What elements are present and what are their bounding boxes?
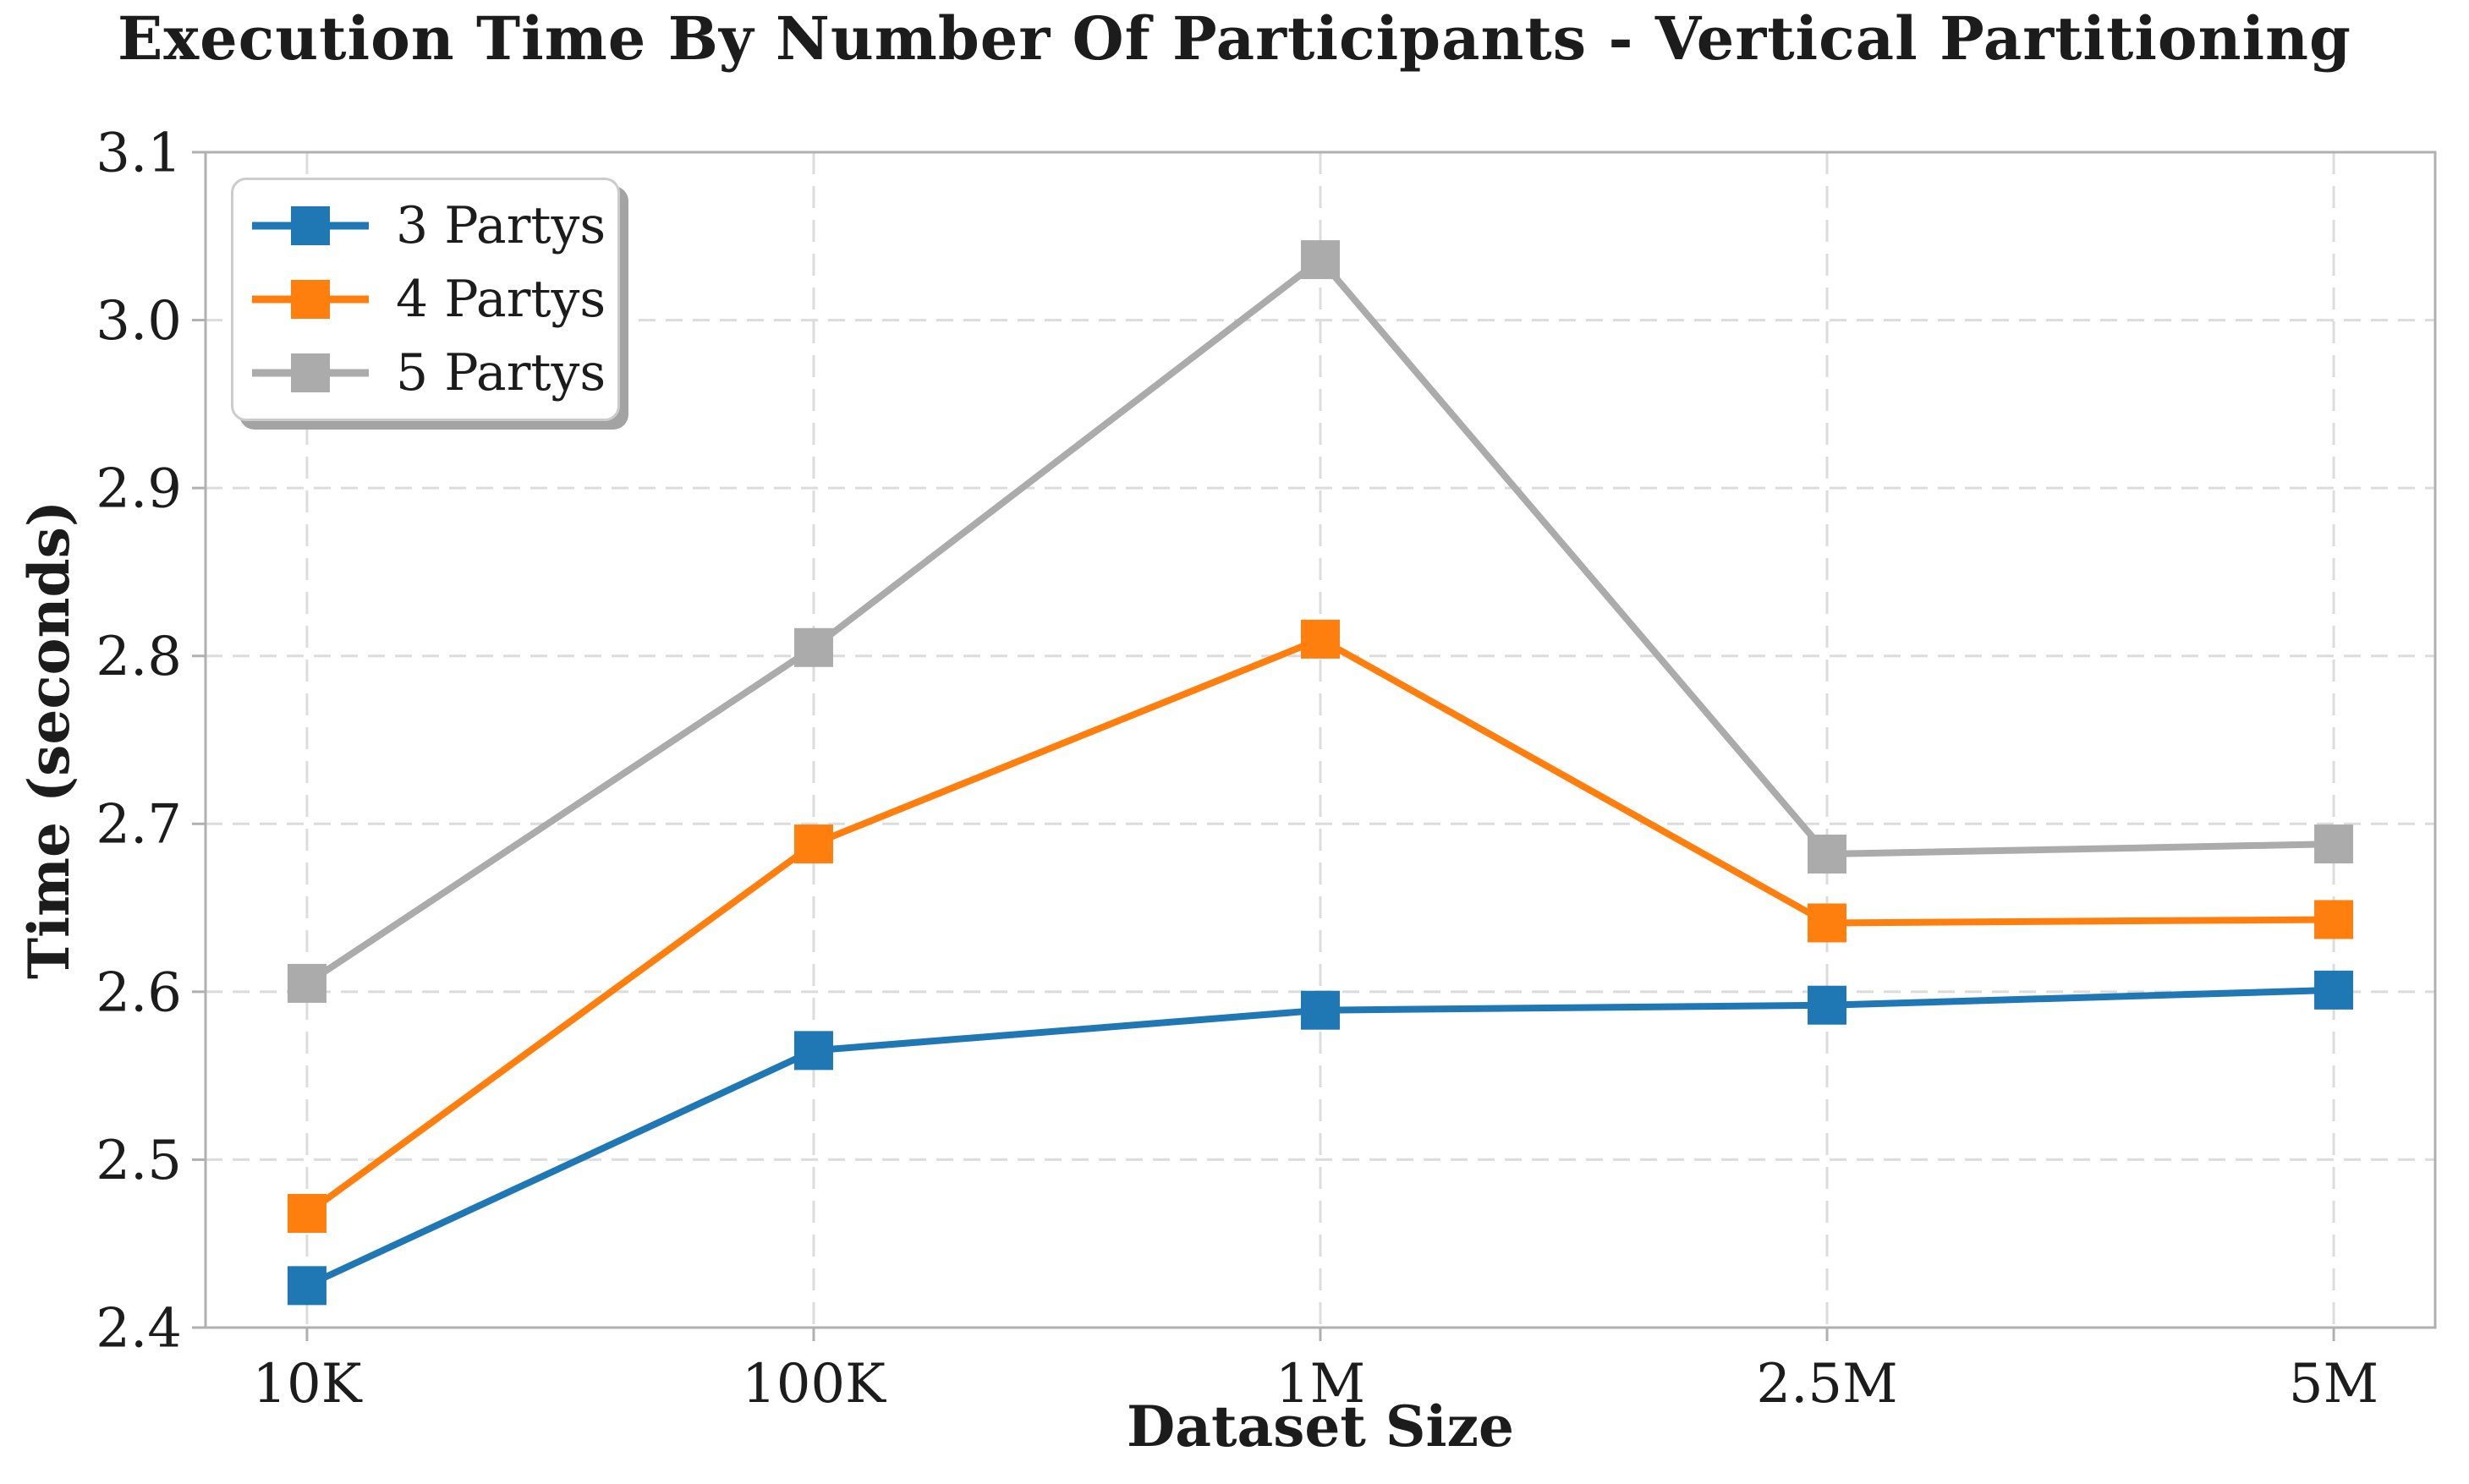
legend-label: 5 Partys — [396, 343, 606, 403]
legend-item-3-partys: 3 Partys — [233, 196, 617, 255]
chart-title: Execution Time By Number Of Participants… — [118, 3, 2351, 74]
legend-marker-icon — [252, 279, 369, 319]
data-marker — [287, 1266, 326, 1306]
x-tick-label: 1M — [1276, 1353, 1365, 1416]
legend: 3 Partys 4 Partys 5 Partys — [231, 178, 620, 421]
legend-label: 4 Partys — [396, 269, 606, 329]
legend-marker-icon — [252, 205, 369, 245]
legend-square — [291, 279, 330, 319]
x-tick-label: 2.5M — [1756, 1353, 1897, 1416]
data-marker — [1808, 835, 1847, 874]
x-tick-label: 5M — [2289, 1353, 2378, 1416]
x-tick-label: 10K — [252, 1353, 362, 1416]
y-tick-label: 3.0 — [96, 290, 182, 353]
y-tick-label: 2.6 — [96, 961, 182, 1024]
data-marker — [793, 824, 833, 864]
plot-border — [204, 151, 2437, 1329]
series-line-4-partys — [303, 635, 2338, 1217]
y-tick-label: 2.4 — [96, 1297, 182, 1360]
data-marker — [287, 963, 326, 1003]
legend-label: 3 Partys — [396, 195, 606, 255]
data-marker — [2314, 970, 2354, 1010]
data-marker — [2314, 824, 2354, 864]
y-tick-label: 2.8 — [96, 626, 182, 688]
x-axis-title: Dataset Size — [1126, 1394, 1515, 1459]
y-tick-label: 2.9 — [96, 458, 182, 521]
legend-item-5-partys: 5 Partys — [233, 343, 617, 402]
y-tick-label: 2.5 — [96, 1130, 182, 1192]
legend-square — [291, 205, 330, 245]
x-tick-label: 100K — [742, 1353, 886, 1416]
y-tick-label: 2.7 — [96, 794, 182, 857]
legend-marker-icon — [252, 353, 369, 393]
data-marker — [1301, 240, 1340, 280]
data-marker — [793, 627, 833, 667]
y-tick-label: 3.1 — [96, 122, 182, 184]
data-marker — [1301, 990, 1340, 1030]
data-marker — [2314, 900, 2354, 939]
legend-square — [291, 353, 330, 393]
legend-item-4-partys: 4 Partys — [233, 270, 617, 329]
data-marker — [793, 1031, 833, 1071]
data-marker — [1301, 619, 1340, 659]
data-marker — [1808, 903, 1847, 943]
data-marker — [287, 1193, 326, 1233]
data-marker — [1808, 985, 1847, 1025]
